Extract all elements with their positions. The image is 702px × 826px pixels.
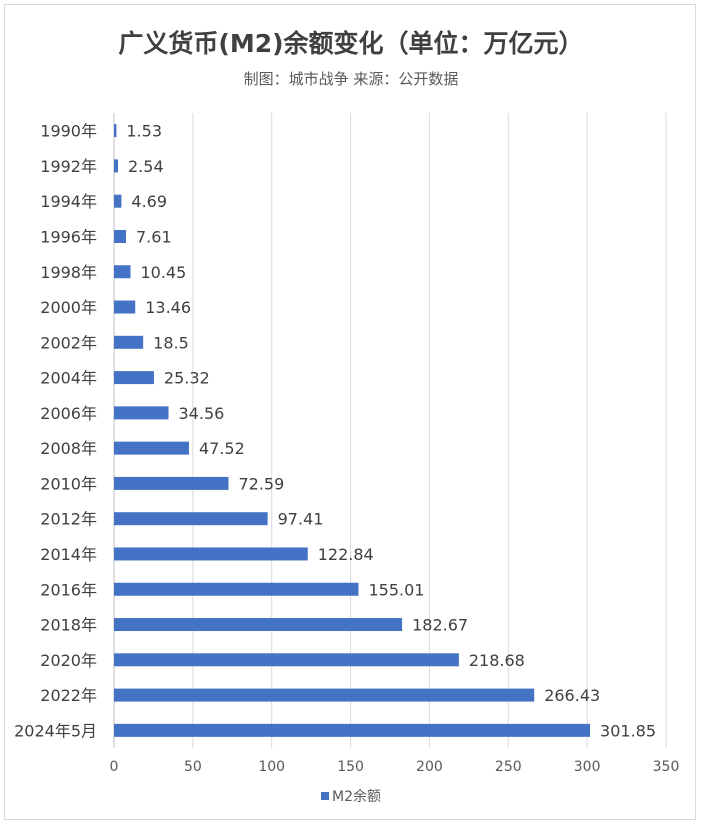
data-label: 18.5 — [153, 333, 189, 352]
data-label: 97.41 — [278, 510, 324, 529]
bar — [114, 159, 119, 173]
bar — [114, 653, 459, 667]
category-label: 1994年 — [40, 192, 97, 211]
data-label: 301.85 — [600, 721, 656, 740]
bar — [114, 229, 127, 243]
category-label: 1990年 — [40, 122, 97, 141]
category-label: 2018年 — [40, 616, 97, 635]
bar — [114, 300, 136, 314]
data-label: 34.56 — [179, 404, 225, 423]
legend-label: M2余额 — [332, 789, 381, 805]
legend: M2余额 — [0, 786, 702, 806]
x-tick-label: 100 — [258, 759, 285, 775]
bar — [114, 406, 169, 420]
data-label: 72.59 — [238, 474, 284, 493]
bar — [114, 335, 144, 349]
category-label: 2002年 — [40, 333, 97, 352]
data-label: 25.32 — [164, 369, 210, 388]
chart-subtitle: 制图：城市战争 来源：公开数据 — [243, 70, 459, 88]
category-label: 1996年 — [40, 227, 97, 246]
data-label: 182.67 — [412, 616, 468, 635]
data-label: 1.53 — [126, 122, 162, 141]
category-label: 2000年 — [40, 298, 97, 317]
category-label: 2012年 — [40, 510, 97, 529]
category-label: 2006年 — [40, 404, 97, 423]
data-label: 4.69 — [131, 192, 167, 211]
category-label: 2022年 — [40, 686, 97, 705]
data-label: 13.46 — [145, 298, 191, 317]
data-label: 122.84 — [318, 545, 374, 564]
data-label: 47.52 — [199, 439, 245, 458]
x-tick-label: 150 — [337, 759, 364, 775]
data-label: 2.54 — [128, 157, 164, 176]
category-label: 2016年 — [40, 580, 97, 599]
category-label: 1998年 — [40, 263, 97, 282]
bar — [114, 688, 535, 702]
bar — [114, 194, 122, 208]
x-tick-label: 200 — [416, 759, 443, 775]
category-label: 2008年 — [40, 439, 97, 458]
x-tick-label: 350 — [653, 759, 680, 775]
bar — [114, 371, 154, 385]
bar — [114, 441, 189, 455]
category-label: 2014年 — [40, 545, 97, 564]
x-tick-label: 50 — [184, 759, 202, 775]
data-label: 218.68 — [469, 651, 525, 670]
category-label: 2010年 — [40, 474, 97, 493]
data-label: 155.01 — [368, 580, 424, 599]
chart-title: 广义货币(M2)余额变化（单位：万亿元） — [118, 29, 584, 58]
data-label: 10.45 — [140, 263, 186, 282]
bar — [114, 476, 229, 490]
data-label: 7.61 — [136, 227, 172, 246]
bar — [114, 512, 268, 526]
bar — [114, 265, 131, 279]
x-tick-label: 250 — [495, 759, 522, 775]
x-tick-label: 300 — [574, 759, 601, 775]
x-tick-label: 0 — [110, 759, 119, 775]
category-label: 2020年 — [40, 651, 97, 670]
bar — [114, 582, 359, 596]
bar — [114, 723, 591, 737]
bar — [114, 618, 403, 632]
data-label: 266.43 — [544, 686, 600, 705]
category-label: 2004年 — [40, 369, 97, 388]
legend-swatch — [321, 792, 329, 800]
bar — [114, 547, 308, 561]
category-label: 1992年 — [40, 157, 97, 176]
category-label: 2024年5月 — [14, 721, 97, 740]
bar — [114, 124, 117, 138]
